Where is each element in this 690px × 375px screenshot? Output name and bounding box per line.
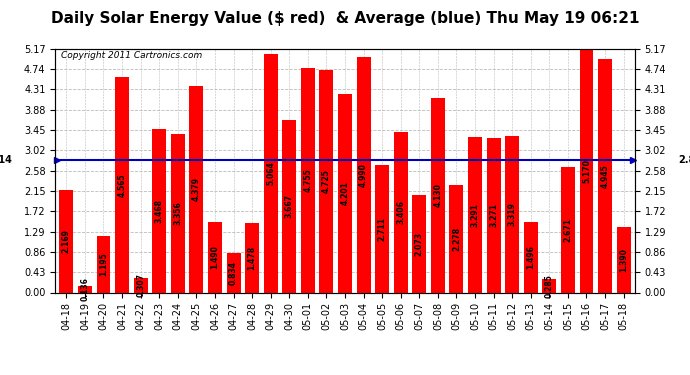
Bar bbox=[580, 49, 593, 292]
Text: 3.291: 3.291 bbox=[471, 203, 480, 227]
Bar bbox=[152, 129, 166, 292]
Text: 1.490: 1.490 bbox=[210, 246, 219, 269]
Bar bbox=[319, 70, 333, 292]
Bar bbox=[97, 236, 110, 292]
Text: 4.565: 4.565 bbox=[117, 173, 126, 197]
Bar bbox=[59, 190, 73, 292]
Text: Copyright 2011 Cartronics.com: Copyright 2011 Cartronics.com bbox=[61, 51, 202, 60]
Text: 5.170: 5.170 bbox=[582, 159, 591, 183]
Text: 3.319: 3.319 bbox=[508, 202, 517, 226]
Text: 2.073: 2.073 bbox=[415, 232, 424, 256]
Bar bbox=[264, 54, 277, 292]
Text: 3.271: 3.271 bbox=[489, 203, 498, 227]
Text: 4.201: 4.201 bbox=[340, 182, 350, 206]
Bar bbox=[561, 166, 575, 292]
Text: 0.834: 0.834 bbox=[229, 261, 238, 285]
Text: 1.478: 1.478 bbox=[248, 246, 257, 270]
Bar bbox=[357, 57, 371, 292]
Text: 2.169: 2.169 bbox=[62, 230, 71, 253]
Bar bbox=[449, 185, 464, 292]
Bar bbox=[394, 132, 408, 292]
Bar bbox=[226, 253, 241, 292]
Bar bbox=[524, 222, 538, 292]
Bar bbox=[301, 68, 315, 292]
Text: 4.725: 4.725 bbox=[322, 169, 331, 193]
Bar bbox=[282, 120, 296, 292]
Bar bbox=[245, 223, 259, 292]
Bar bbox=[134, 278, 148, 292]
Text: 2.278: 2.278 bbox=[452, 227, 461, 251]
Bar bbox=[115, 77, 129, 292]
Text: 3.667: 3.667 bbox=[285, 194, 294, 218]
Bar bbox=[413, 195, 426, 292]
Text: Daily Solar Energy Value ($ red)  & Average (blue) Thu May 19 06:21: Daily Solar Energy Value ($ red) & Avera… bbox=[51, 11, 639, 26]
Text: 1.390: 1.390 bbox=[619, 248, 628, 272]
Text: 3.468: 3.468 bbox=[155, 199, 164, 223]
Bar bbox=[208, 222, 222, 292]
Bar bbox=[190, 86, 204, 292]
Text: 2.671: 2.671 bbox=[564, 217, 573, 242]
Text: 0.307: 0.307 bbox=[136, 273, 145, 297]
Bar bbox=[542, 279, 556, 292]
Text: 2.814: 2.814 bbox=[678, 155, 690, 165]
Text: 4.379: 4.379 bbox=[192, 177, 201, 201]
Text: 4.130: 4.130 bbox=[433, 183, 442, 207]
Text: 5.064: 5.064 bbox=[266, 161, 275, 185]
Text: 1.195: 1.195 bbox=[99, 252, 108, 276]
Text: 0.285: 0.285 bbox=[545, 274, 554, 298]
Text: 4.945: 4.945 bbox=[600, 164, 609, 188]
Bar bbox=[431, 98, 445, 292]
Bar bbox=[171, 134, 185, 292]
Text: 3.356: 3.356 bbox=[173, 201, 182, 225]
Bar bbox=[617, 227, 631, 292]
Text: 1.496: 1.496 bbox=[526, 245, 535, 269]
Bar bbox=[505, 136, 519, 292]
Bar bbox=[375, 165, 389, 292]
Text: 4.990: 4.990 bbox=[359, 163, 368, 187]
Bar bbox=[486, 138, 500, 292]
Text: 3.406: 3.406 bbox=[396, 200, 405, 224]
Bar bbox=[598, 59, 612, 292]
Text: 2.711: 2.711 bbox=[377, 217, 386, 241]
Text: 0.136: 0.136 bbox=[81, 278, 90, 301]
Bar bbox=[468, 137, 482, 292]
Bar bbox=[338, 94, 352, 292]
Text: 2.814: 2.814 bbox=[0, 155, 12, 165]
Bar bbox=[78, 286, 92, 292]
Text: 4.755: 4.755 bbox=[304, 168, 313, 192]
